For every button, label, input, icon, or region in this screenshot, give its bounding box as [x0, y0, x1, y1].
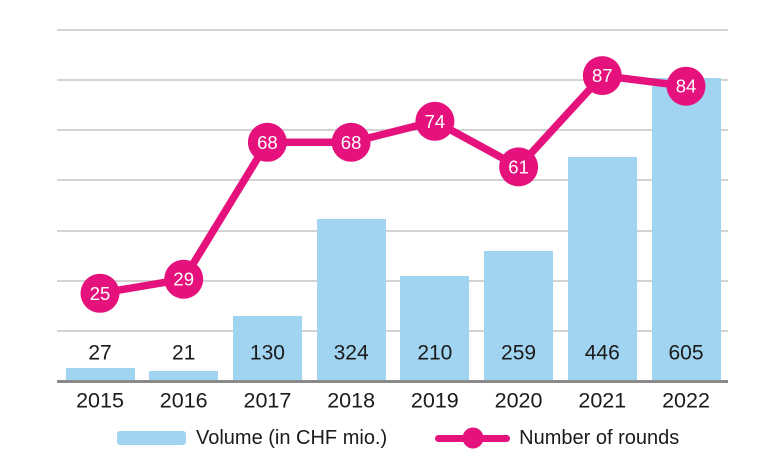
bar-value-label: 130 [249, 341, 285, 365]
legend-line-label: Number of rounds [519, 426, 680, 449]
bar-2019 [400, 275, 470, 381]
gridline [57, 329, 728, 332]
bar-2016 [149, 370, 219, 381]
x-axis-line [57, 380, 728, 383]
legend-line-swatch-icon [435, 427, 511, 449]
x-axis-label: 2021 [578, 388, 627, 413]
x-axis-label: 2022 [662, 388, 710, 413]
bar-value-label: 27 [88, 341, 112, 365]
bar-value-label: 446 [584, 341, 620, 365]
gridline [57, 129, 728, 132]
bar-value-label: 324 [333, 341, 369, 365]
bar-2017 [232, 315, 302, 381]
bar-value-label: 259 [501, 341, 537, 365]
x-axis-label: 2015 [76, 388, 124, 413]
plot-area [57, 29, 728, 383]
x-axis-label: 2017 [243, 388, 292, 413]
bar-value-label: 21 [172, 341, 196, 365]
bar-2015 [65, 367, 135, 381]
x-axis-label: 2020 [494, 388, 543, 413]
gridline [57, 29, 728, 31]
x-axis-label: 2016 [159, 388, 208, 413]
x-axis-label: 2018 [327, 388, 376, 413]
legend: Volume (in CHF mio.) Number of rounds [117, 427, 679, 449]
legend-line-marker-icon [462, 427, 484, 449]
bar-value-label: 210 [417, 341, 453, 365]
legend-bar-swatch-icon [117, 431, 186, 445]
x-axis-label: 2019 [410, 388, 459, 413]
bar-2022 [651, 77, 721, 381]
gridline [57, 79, 728, 82]
bar-value-label: 605 [668, 341, 704, 365]
legend-bar-label: Volume (in CHF mio.) [196, 426, 388, 449]
